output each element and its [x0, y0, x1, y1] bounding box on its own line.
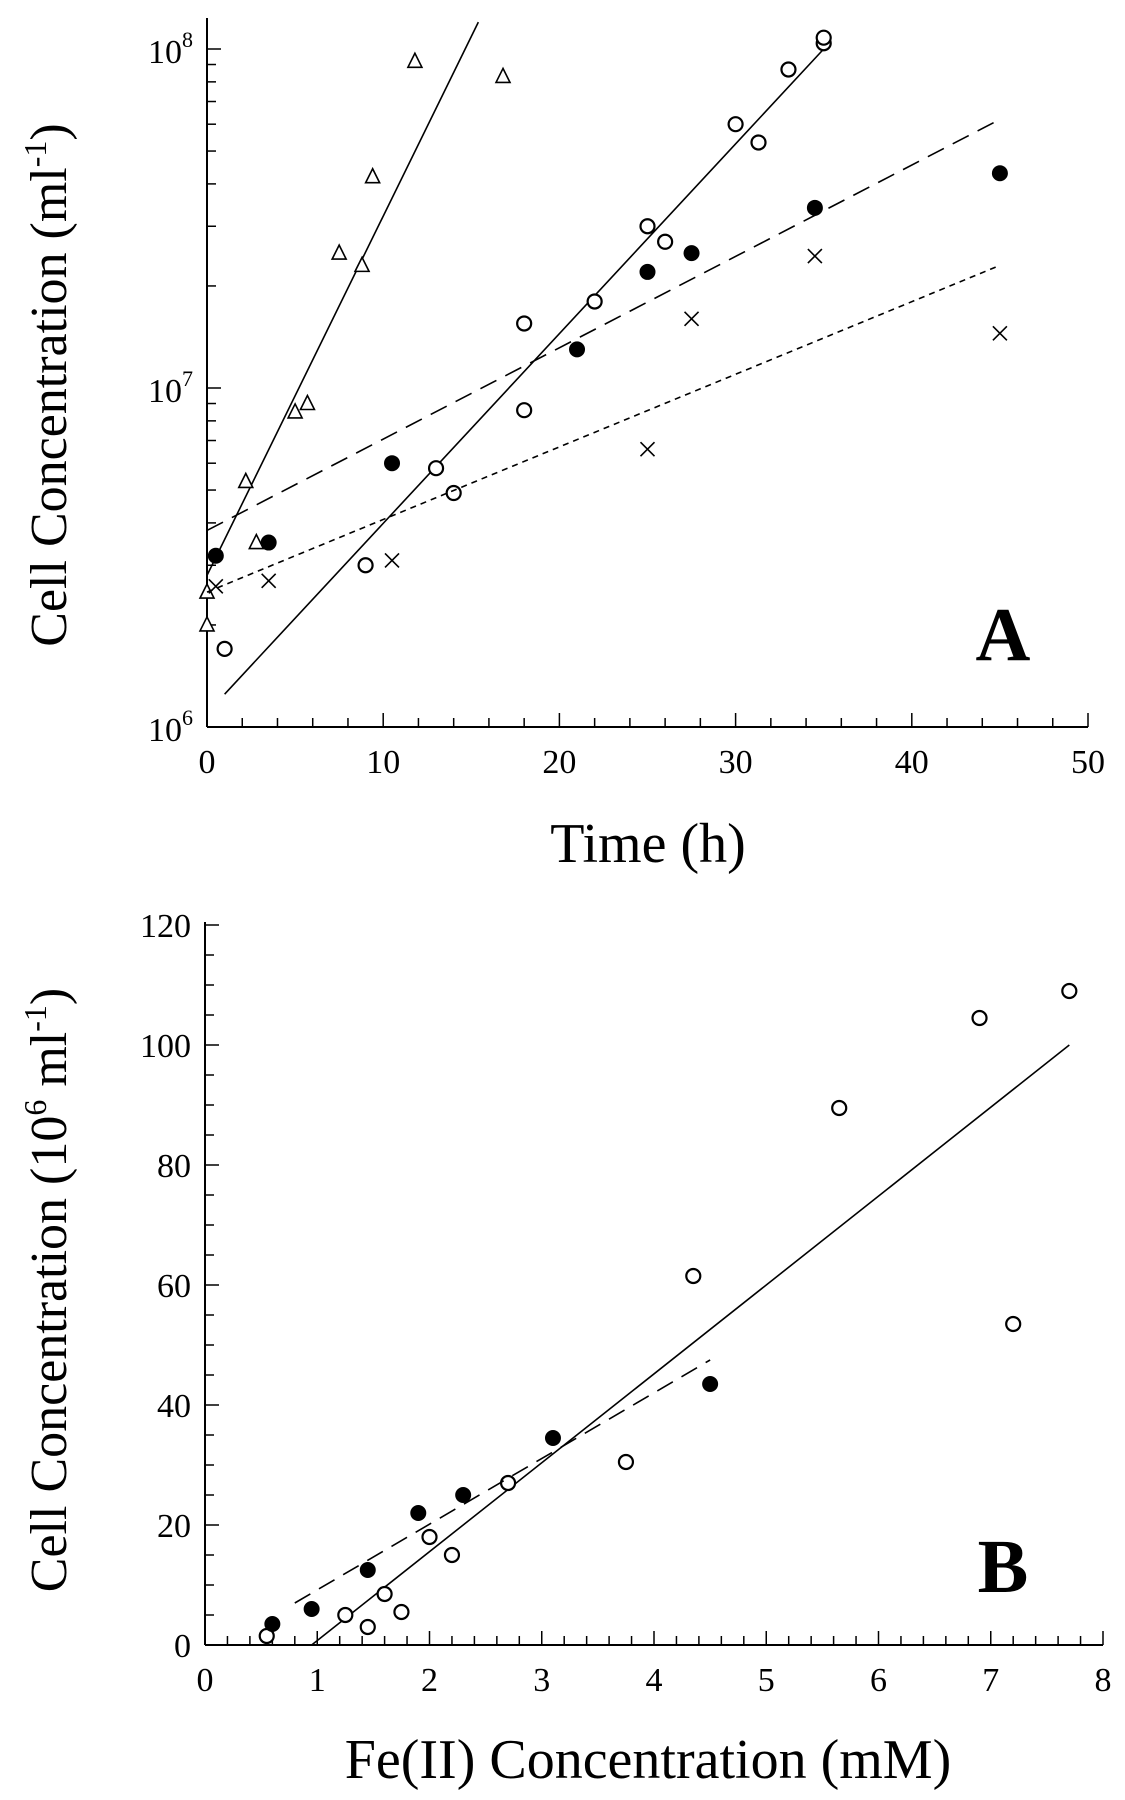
panel-a-filled-circle-point	[569, 341, 586, 358]
panel-a-cross-point	[384, 552, 400, 568]
panel-b-open-circle-point	[421, 1528, 438, 1546]
panel-b-filled-circle-point	[455, 1487, 472, 1503]
panel-b-open-circle-point	[617, 1453, 635, 1471]
panel-b-open-circle-point	[971, 1009, 988, 1027]
panel-a-open-circle-point	[586, 293, 603, 310]
panel-b-y-tick-label: 60	[157, 1268, 191, 1305]
panel-b-x-tick-label: 5	[758, 1662, 775, 1699]
panel-b-filled-circle-point	[359, 1562, 376, 1578]
panel-a-filled-circle-point	[639, 263, 656, 280]
panel-a-fit-line-open-circles	[224, 48, 825, 695]
panel-b-x-tick-label: 7	[982, 1662, 999, 1699]
panel-a-cross-point	[683, 311, 700, 327]
panel-b-x-tick-label: 0	[197, 1662, 214, 1699]
panel-a-y-tick-label: 108	[148, 27, 193, 71]
panel-a-fit-line-crosses	[206, 264, 1001, 593]
panel-b-open-circle-point	[1005, 1315, 1022, 1333]
panel-a-cross-point	[639, 441, 656, 457]
panel-b-open-circle-point	[499, 1474, 517, 1492]
panel-a-x-tick-label: 10	[366, 744, 400, 781]
panel-a-cross-point	[807, 248, 823, 264]
panel-a-cross-point	[208, 578, 224, 594]
panel-b-open-circle-point	[443, 1546, 461, 1564]
panel-a-open-circle-point	[815, 29, 832, 46]
panel-b-fit-line-open-circles	[311, 1044, 1070, 1646]
panel-b-y-tick-label: 0	[174, 1628, 191, 1665]
panel-a-triangle-point	[330, 243, 348, 260]
panel-a-filled-circle-point	[991, 165, 1008, 182]
panel-a-open-circle-point	[780, 61, 797, 78]
panel-a-label: A	[976, 593, 1031, 677]
panel-a-triangle-point	[364, 166, 381, 184]
panel-b: Cell Concentration (106 ml-1) Fe(II) Con…	[17, 908, 1112, 1791]
panel-a-open-circle-point	[657, 233, 674, 250]
panel-b-y-tick-label: 20	[157, 1508, 191, 1545]
panel-b-filled-circle-point	[303, 1601, 320, 1617]
panel-a-filled-circle-point	[683, 245, 700, 262]
panel-a-triangle-point	[237, 471, 255, 489]
panel-a-open-circle-point	[750, 134, 767, 151]
panel-a-triangle-point	[248, 532, 265, 550]
panel-a-triangle-point	[494, 66, 512, 84]
panel-b-xlabel: Fe(II) Concentration (mM)	[345, 1729, 951, 1791]
panel-a-x-tick-label: 40	[895, 744, 929, 781]
panel-a-open-circle-point	[216, 640, 233, 657]
panel-a: Cell Concentration (ml-1) Time (h) A 0 10…	[17, 18, 1105, 875]
panel-b-x-tick-label: 2	[421, 1662, 438, 1699]
panel-a-fit-line-filled-circles	[206, 118, 1001, 532]
panel-a-cross-point	[992, 325, 1008, 341]
panel-b-y-tick-label: 80	[157, 1148, 191, 1185]
panel-a-open-circle-point	[516, 315, 533, 332]
panel-a-xlabel: Time (h)	[550, 813, 746, 875]
panel-a-filled-circle-point	[806, 199, 823, 216]
panel-b-x-tick-label: 3	[533, 1662, 550, 1699]
panel-a-x-tick-label: 50	[1071, 744, 1105, 781]
panel-b-label: B	[978, 1525, 1029, 1609]
panel-a-filled-circle-point	[384, 455, 401, 472]
panel-b-open-circle-point	[376, 1585, 393, 1603]
panel-a-open-circle-point	[727, 116, 744, 133]
panel-b-open-circle-point	[359, 1618, 376, 1636]
panel-a-open-circle-point	[445, 484, 462, 502]
panel-a-x-tick-label: 20	[542, 744, 576, 781]
panel-a-triangle-point	[406, 51, 424, 69]
panel-a-ylabel: Cell Concentration (ml-1)	[17, 123, 78, 646]
panel-b-open-circle-point	[685, 1267, 702, 1285]
panel-a-x-tick-label: 0	[199, 744, 216, 781]
panel-b-x-tick-label: 1	[309, 1662, 326, 1699]
panel-a-y-tick-label: 106	[148, 705, 193, 749]
panel-a-open-circle-point	[516, 402, 533, 419]
panel-b-y-tick-label: 40	[157, 1388, 191, 1425]
panel-a-triangle-point	[286, 402, 304, 419]
panel-a-triangle-point	[353, 255, 371, 273]
panel-a-open-circle-point	[427, 460, 445, 477]
panel-b-y-tick-label: 120	[140, 908, 191, 945]
panel-b-x-tick-label: 6	[870, 1662, 887, 1699]
panel-a-open-circle-point	[639, 218, 656, 235]
panel-b-open-circle-point	[337, 1606, 354, 1624]
panel-b-open-circle-point	[831, 1099, 848, 1117]
panel-a-cross-point	[261, 573, 277, 589]
panel-a-x-tick-label: 30	[719, 744, 753, 781]
panel-b-open-circle-point	[393, 1603, 410, 1621]
panel-b-filled-circle-point	[544, 1430, 561, 1446]
panel-a-triangle-point	[299, 393, 316, 411]
panel-a-open-circle-point	[357, 557, 374, 574]
panel-b-ylabel: Cell Concentration (106 ml-1)	[17, 988, 78, 1592]
panel-a-y-tick-label: 107	[148, 366, 193, 410]
panel-b-x-tick-label: 4	[646, 1662, 663, 1699]
panel-a-filled-circle-point	[260, 534, 277, 551]
panel-b-x-tick-label: 8	[1095, 1662, 1112, 1699]
panel-b-filled-circle-point	[410, 1505, 427, 1521]
panel-a-triangle-point	[198, 615, 216, 632]
panel-b-filled-circle-point	[702, 1376, 719, 1392]
panel-a-filled-circle-point	[207, 547, 224, 564]
panel-b-fit-line-filled-circles	[294, 1359, 711, 1604]
panel-b-y-tick-label: 100	[140, 1028, 191, 1065]
panel-b-open-circle-point	[1061, 982, 1078, 1000]
panel-a-fit-line-triangles	[206, 21, 480, 576]
panel-b-filled-circle-point	[264, 1616, 281, 1632]
